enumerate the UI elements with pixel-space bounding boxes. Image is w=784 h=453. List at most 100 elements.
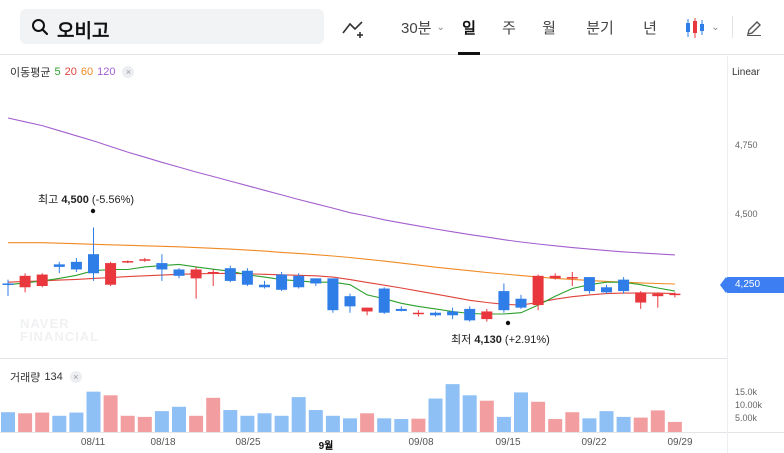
candle <box>344 293 356 313</box>
candle <box>36 273 48 288</box>
volume-bar <box>377 418 392 432</box>
candle <box>276 272 288 292</box>
volume-bar <box>35 412 50 432</box>
current-price-badge: 4,250 <box>720 277 784 293</box>
candle <box>566 272 578 286</box>
candle <box>498 283 510 313</box>
ma20-label: 20 <box>64 66 77 78</box>
volume-value: 134 <box>44 371 63 383</box>
volume-bar <box>445 384 460 432</box>
stock-search-box[interactable]: 오비고 <box>20 9 324 44</box>
candle <box>156 254 168 281</box>
candle <box>173 268 185 279</box>
volume-bar <box>343 418 357 432</box>
volume-bar <box>291 397 306 432</box>
candle <box>583 277 595 294</box>
volume-bar <box>257 413 272 432</box>
ma60-line <box>8 242 675 285</box>
candle <box>515 294 527 309</box>
candle <box>105 261 117 286</box>
tab-period-quarter[interactable]: 분기 <box>586 20 614 37</box>
watermark: NAVER FINANCIAL <box>20 316 100 344</box>
volume-bar <box>308 410 323 432</box>
close-icon[interactable]: × <box>69 371 82 383</box>
candle <box>70 258 82 272</box>
volume-bar <box>206 397 221 432</box>
chart-canvas <box>0 56 784 453</box>
candle <box>395 306 407 312</box>
drawing-tool-button[interactable] <box>336 0 372 55</box>
volume-bar <box>565 412 580 432</box>
candle <box>190 266 202 299</box>
volume-legend: 거래량 134 × <box>10 369 82 385</box>
volume-bar <box>1 412 15 432</box>
ma5-label: 5 <box>54 66 61 78</box>
volume-bar <box>548 419 563 432</box>
candle <box>635 291 647 309</box>
volume-bar <box>428 398 443 432</box>
volume-bar <box>616 416 631 432</box>
trend-line-add-icon <box>342 20 363 38</box>
tab-period-year[interactable]: 년 <box>643 20 657 37</box>
volume-bar <box>462 395 477 432</box>
tab-period-week[interactable]: 주 <box>502 20 516 37</box>
edit-button[interactable] <box>740 0 768 55</box>
candle <box>464 306 476 322</box>
date-tick: 09/15 <box>495 437 521 448</box>
candle <box>327 278 339 313</box>
volume-bar <box>86 391 101 432</box>
candle <box>481 308 493 322</box>
volume-series <box>1 384 682 432</box>
candle <box>19 273 31 293</box>
candle <box>532 274 544 311</box>
tab-period-month[interactable]: 월 <box>542 20 556 37</box>
ma120-line <box>7 117 675 256</box>
scale-mode-toggle[interactable]: Linear <box>732 67 760 78</box>
candle <box>259 280 270 289</box>
candle <box>224 265 236 283</box>
candle <box>378 287 390 314</box>
volume-bar <box>531 401 546 432</box>
tab-period-30min[interactable]: 30분 ⌄ <box>401 20 445 37</box>
volume-bar <box>667 421 682 432</box>
volume-tick: 15.0k <box>735 387 758 397</box>
candle <box>652 292 664 308</box>
ma120-label: 120 <box>97 66 116 78</box>
volume-bar <box>154 411 169 432</box>
candlestick-series <box>2 227 681 322</box>
candle <box>361 307 373 316</box>
volume-tick: 10.00k <box>735 400 763 410</box>
stock-chart[interactable] <box>0 56 784 453</box>
moving-average-legend: 이동평균 5 20 60 120 × <box>10 64 135 80</box>
volume-bar <box>120 415 135 432</box>
ma60-label: 60 <box>80 66 94 78</box>
chart-type-button[interactable]: ⌄ <box>680 0 724 55</box>
volume-bar <box>411 418 426 432</box>
date-tick: 08/18 <box>150 437 176 448</box>
price-tick: 4,500 <box>735 209 758 219</box>
date-tick: 08/11 <box>80 437 106 448</box>
volume-bar <box>514 392 528 432</box>
volume-bar <box>103 395 118 432</box>
candlestick-icon <box>686 17 705 38</box>
close-icon[interactable]: × <box>122 66 135 78</box>
volume-bar <box>650 410 665 432</box>
volume-bar <box>582 418 597 432</box>
candle <box>139 258 151 262</box>
volume-bar <box>394 419 409 432</box>
candle <box>447 307 459 320</box>
volume-bar <box>172 406 186 432</box>
high-annotation: 최고 4,500 (-5.56%) <box>38 194 135 206</box>
date-tick-month: 9월 <box>318 441 334 452</box>
search-query[interactable]: 오비고 <box>57 21 110 42</box>
candle <box>88 227 99 281</box>
date-tick: 09/08 <box>408 437 434 448</box>
chevron-down-icon: ⌄ <box>711 22 720 33</box>
search-icon <box>32 19 49 36</box>
volume-bar <box>496 416 511 432</box>
volume-tick: 5.00k <box>735 413 758 423</box>
candle <box>412 310 424 317</box>
tab-period-day[interactable]: 일 <box>456 0 482 55</box>
candle <box>549 273 561 280</box>
ma5-line <box>7 263 675 315</box>
